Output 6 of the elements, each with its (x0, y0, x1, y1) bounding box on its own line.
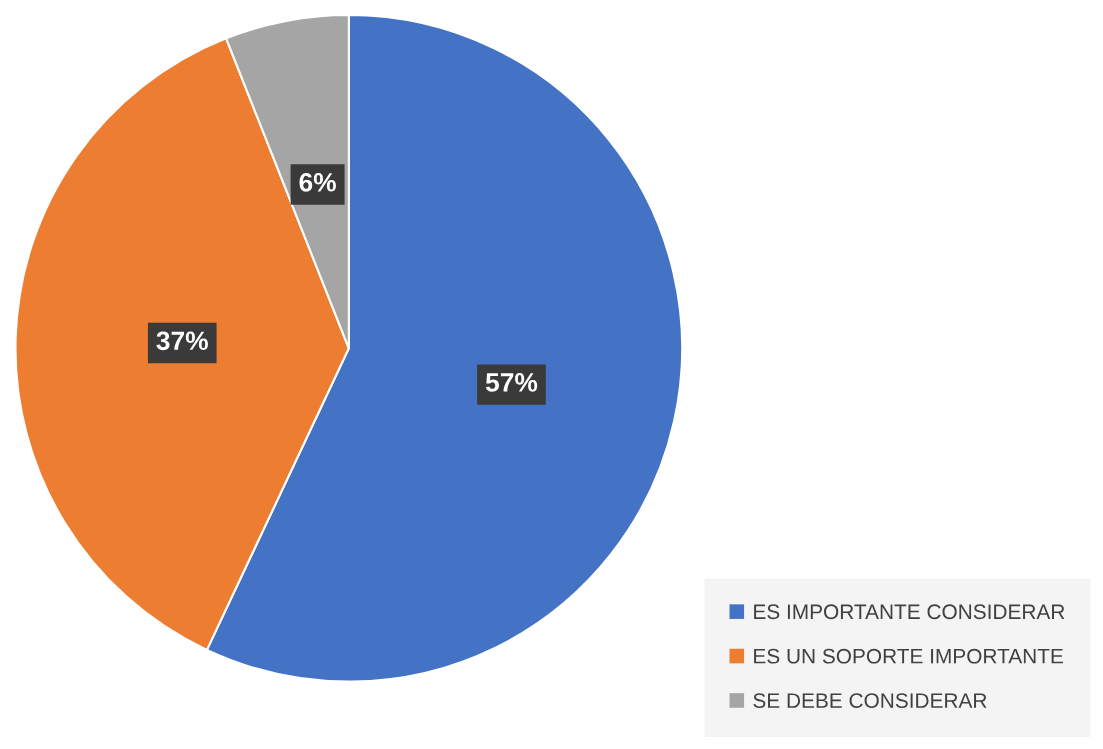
legend-label: ES UN SOPORTE IMPORTANTE (754, 648, 1063, 664)
data-label: 57% (485, 373, 538, 392)
data-label: 6% (299, 172, 336, 192)
data-label: 37% (156, 331, 208, 351)
legend-label: SE DEBE CONSIDERAR (753, 693, 987, 708)
legend-label: ES IMPORTANTE CONSIDERAR (754, 604, 1065, 620)
